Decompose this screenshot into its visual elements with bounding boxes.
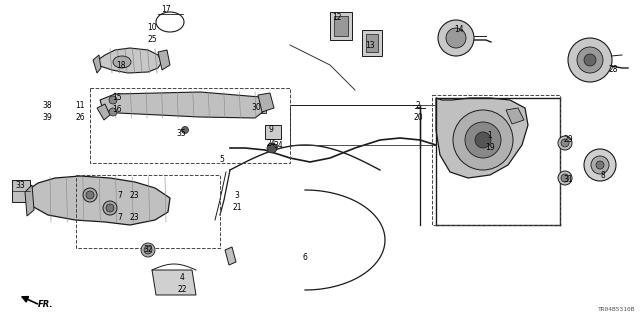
Circle shape <box>106 204 114 212</box>
Bar <box>432 95 560 225</box>
Text: TR04B5310B: TR04B5310B <box>598 307 635 312</box>
Text: 6: 6 <box>303 252 307 261</box>
Circle shape <box>558 136 572 150</box>
Circle shape <box>86 191 94 199</box>
Text: 23: 23 <box>129 191 139 201</box>
Text: 24: 24 <box>266 139 276 148</box>
Text: 39: 39 <box>42 113 52 122</box>
Circle shape <box>568 38 612 82</box>
Bar <box>362 30 382 56</box>
Text: 8: 8 <box>600 171 605 180</box>
Bar <box>252 103 266 113</box>
Circle shape <box>103 201 117 215</box>
Polygon shape <box>28 176 170 225</box>
Text: 9: 9 <box>269 125 273 134</box>
Text: 23: 23 <box>129 213 139 222</box>
Circle shape <box>144 246 152 254</box>
Circle shape <box>438 20 474 56</box>
Text: 38: 38 <box>42 100 52 109</box>
Text: 4: 4 <box>180 274 184 283</box>
Polygon shape <box>95 48 162 73</box>
Circle shape <box>109 96 117 104</box>
Text: 5: 5 <box>220 156 225 164</box>
Text: FR.: FR. <box>38 300 54 309</box>
Text: 32: 32 <box>143 245 153 254</box>
Text: 7: 7 <box>118 191 122 201</box>
Circle shape <box>453 110 513 170</box>
Text: 33: 33 <box>15 180 25 189</box>
Polygon shape <box>152 270 196 295</box>
Text: 30: 30 <box>251 102 261 111</box>
Polygon shape <box>97 104 110 120</box>
Bar <box>366 34 378 52</box>
Circle shape <box>109 108 117 116</box>
Circle shape <box>561 174 569 182</box>
Text: 10: 10 <box>147 23 157 33</box>
Text: 18: 18 <box>116 60 125 69</box>
Circle shape <box>475 132 491 148</box>
Polygon shape <box>93 55 101 73</box>
Text: 13: 13 <box>365 41 375 50</box>
Bar <box>330 12 352 40</box>
Text: 1: 1 <box>488 131 492 140</box>
Polygon shape <box>436 98 528 178</box>
Text: 3: 3 <box>235 190 239 199</box>
Text: 12: 12 <box>332 13 342 22</box>
Circle shape <box>141 243 155 257</box>
Polygon shape <box>258 93 274 112</box>
Bar <box>12 180 30 202</box>
Circle shape <box>465 122 501 158</box>
Text: 17: 17 <box>161 5 171 14</box>
Circle shape <box>446 28 466 48</box>
Bar <box>90 88 290 163</box>
Circle shape <box>577 47 603 73</box>
Text: 26: 26 <box>75 113 85 122</box>
Text: 21: 21 <box>232 203 242 212</box>
Text: 29: 29 <box>563 135 573 145</box>
Circle shape <box>561 139 569 147</box>
Bar <box>334 16 348 36</box>
Circle shape <box>584 54 596 66</box>
Circle shape <box>83 188 97 202</box>
Text: 16: 16 <box>112 106 122 115</box>
Text: 15: 15 <box>112 92 122 101</box>
Text: 31: 31 <box>563 175 573 185</box>
Circle shape <box>584 149 616 181</box>
Bar <box>265 125 281 139</box>
Text: 28: 28 <box>608 66 618 75</box>
Text: 7: 7 <box>118 213 122 222</box>
Text: 35: 35 <box>176 129 186 138</box>
Circle shape <box>596 161 604 169</box>
Polygon shape <box>506 108 524 124</box>
Circle shape <box>591 156 609 174</box>
Circle shape <box>267 143 277 153</box>
Bar <box>76 175 220 248</box>
Text: 19: 19 <box>485 143 495 153</box>
Ellipse shape <box>113 56 131 68</box>
Polygon shape <box>225 247 236 265</box>
Text: 25: 25 <box>147 36 157 44</box>
Text: 2: 2 <box>415 100 420 109</box>
Text: 34: 34 <box>273 140 283 149</box>
Text: 11: 11 <box>76 100 84 109</box>
Circle shape <box>558 171 572 185</box>
Text: 20: 20 <box>413 114 423 123</box>
Polygon shape <box>158 50 170 70</box>
Polygon shape <box>100 92 268 118</box>
Polygon shape <box>25 185 34 216</box>
Text: 14: 14 <box>454 26 464 35</box>
Text: 22: 22 <box>177 285 187 294</box>
Circle shape <box>182 126 189 133</box>
